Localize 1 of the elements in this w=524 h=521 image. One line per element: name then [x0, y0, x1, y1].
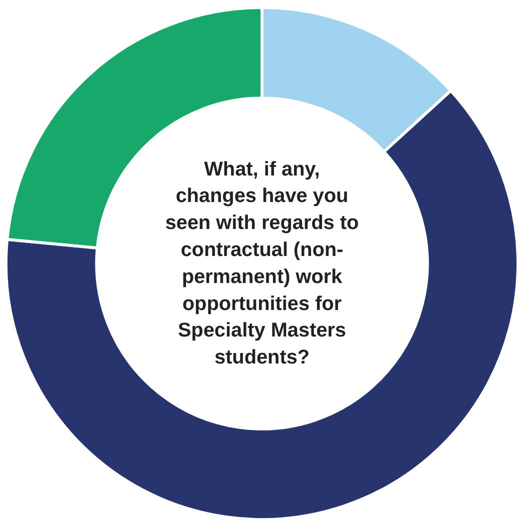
text: What, if any, changes have you seen with regards to contractual (non-permanent) work opportunities for Specialty Masters students? [165, 158, 359, 369]
